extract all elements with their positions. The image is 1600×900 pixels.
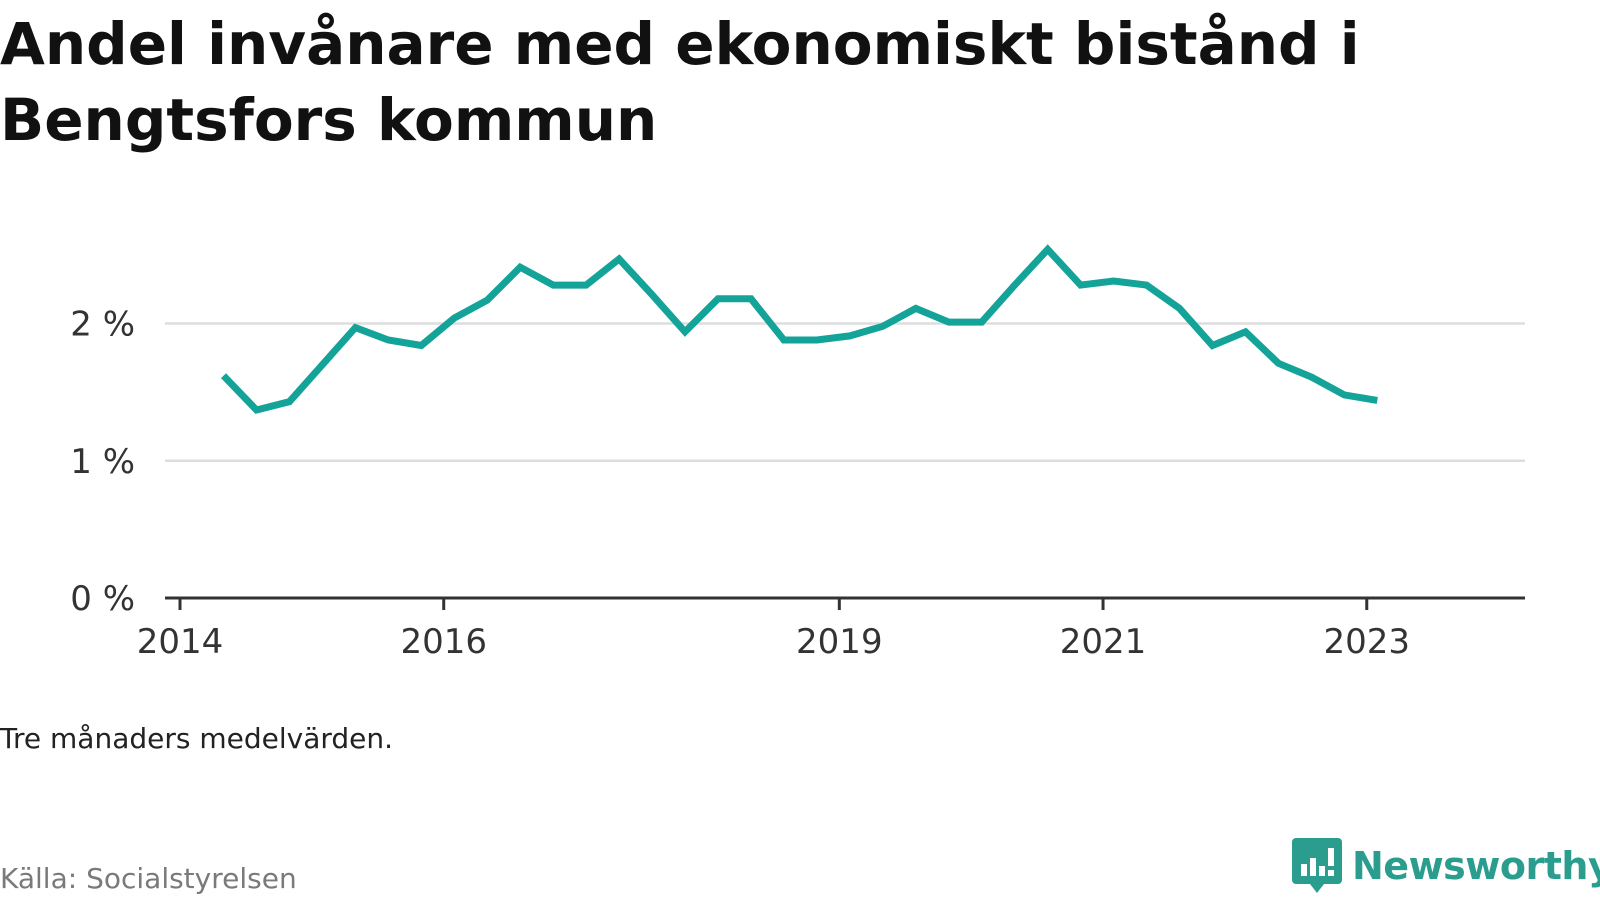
chart-title: Andel invånare med ekonomiskt bistånd i … <box>0 10 1360 154</box>
series-line <box>220 244 1378 414</box>
x-tick-label: 2016 <box>400 622 487 662</box>
y-tick-label: 0 % <box>70 579 135 619</box>
y-axis-ticks: 0 % 1 % 2 % <box>70 305 135 619</box>
x-tick-label: 2014 <box>137 622 224 662</box>
x-tick-label: 2021 <box>1060 622 1147 662</box>
x-tick-label: 2019 <box>796 622 883 662</box>
gridlines <box>165 322 1525 463</box>
series <box>220 244 1378 414</box>
x-tick-label: 2023 <box>1323 622 1410 662</box>
brand-name: Newsworthy <box>1352 844 1600 888</box>
chart-note: Tre månaders medelvärden. <box>0 722 394 755</box>
y-tick-label: 1 % <box>70 442 135 482</box>
newsworthy-logo[interactable]: Newsworthy <box>1292 838 1600 894</box>
x-axis-ticks: 2014 2016 2019 2021 2023 <box>137 598 1410 662</box>
y-tick-label: 2 % <box>70 305 135 345</box>
newsworthy-chart-icon <box>1292 838 1342 893</box>
source-text: Källa: Socialstyrelsen <box>0 862 297 895</box>
